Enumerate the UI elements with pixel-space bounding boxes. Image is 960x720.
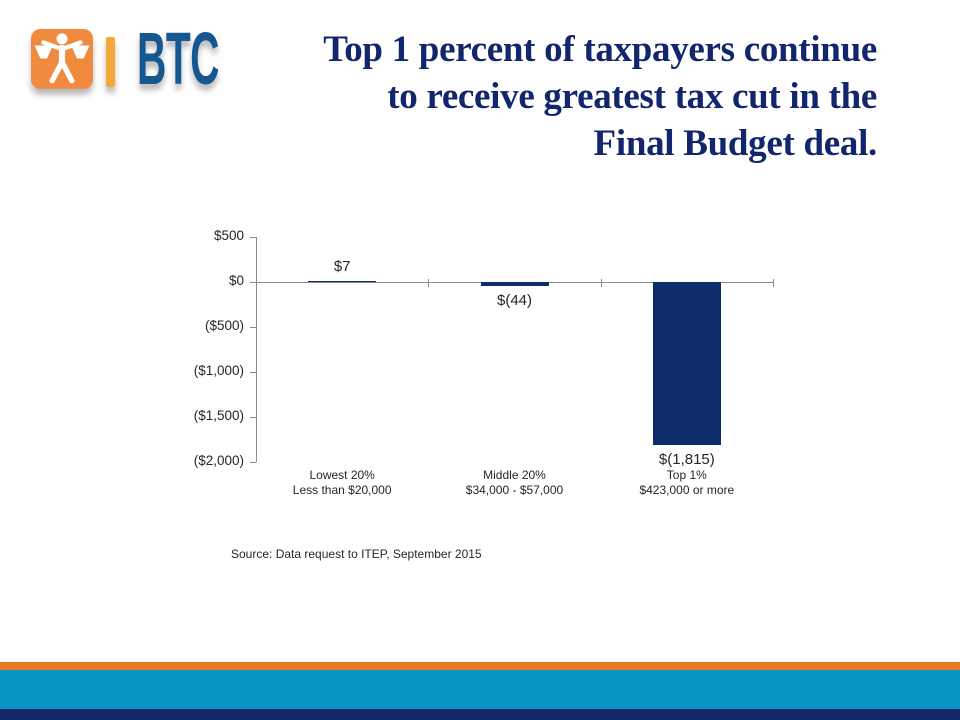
bar-value-label: $7 — [333, 258, 351, 276]
tax-cut-bar-chart: $500 $0 ($500) ($1,000) ($1,500) ($2,000) $7 Lo… — [170, 225, 810, 515]
category-label-line: $34,000 - $57,000 — [465, 482, 564, 497]
logo-separator-bar — [106, 37, 115, 87]
slide-title: Top 1 percent of taxpayers continue to r… — [323, 26, 877, 167]
footer-stripe-navy — [0, 709, 960, 720]
category-label: Middle 20% $34,000 - $57,000 — [428, 468, 600, 497]
balance-scales-figure-icon — [31, 29, 93, 89]
slide-title-line-1: Top 1 percent of taxpayers continue — [323, 29, 877, 70]
y-axis-label: ($1,000) — [193, 363, 244, 378]
y-axis-tick — [250, 327, 256, 328]
category-axis-tick — [428, 279, 430, 287]
category-label: Lowest 20% Less than $20,000 — [256, 468, 428, 497]
category-label: Top 1% $423,000 or more — [601, 468, 773, 497]
footer-stripe-blue — [0, 670, 960, 709]
y-axis-tick — [250, 282, 256, 283]
btc-logo: BTC — [30, 17, 286, 100]
y-axis-label: ($2,000) — [193, 453, 244, 468]
bar-1 — [308, 281, 377, 282]
category-axis-tick — [773, 279, 774, 287]
logo-wordmark: BTC — [137, 17, 220, 100]
y-axis-tick — [250, 372, 256, 373]
y-axis-label: $0 — [228, 273, 244, 288]
footer-stripe-orange — [0, 662, 960, 670]
slide-title-line-2: to receive greatest tax cut in the — [387, 76, 877, 117]
category-label-line: $423,000 or more — [639, 482, 735, 497]
y-axis-tick — [250, 417, 256, 418]
bar-value-label: $(44) — [496, 291, 533, 309]
bar-2 — [480, 282, 549, 286]
bar-3 — [652, 282, 721, 446]
bar-value-label: $(1,815) — [658, 451, 715, 469]
slide-title-line-3: Final Budget deal. — [593, 123, 878, 164]
y-axis-label: ($1,500) — [193, 408, 244, 423]
y-axis-line — [256, 237, 257, 462]
category-label-line: Less than $20,000 — [292, 482, 392, 497]
category-axis-tick — [600, 279, 602, 287]
category-label-line: Top 1% — [666, 468, 707, 482]
y-axis-tick — [250, 237, 256, 238]
source-note: Source: Data request to ITEP, September … — [231, 547, 482, 561]
y-axis-label: $500 — [213, 228, 244, 243]
y-axis-label: ($500) — [204, 318, 244, 333]
y-axis-tick — [250, 462, 256, 463]
category-label-line: Lowest 20% — [309, 468, 375, 482]
category-label-line: Middle 20% — [483, 468, 546, 482]
